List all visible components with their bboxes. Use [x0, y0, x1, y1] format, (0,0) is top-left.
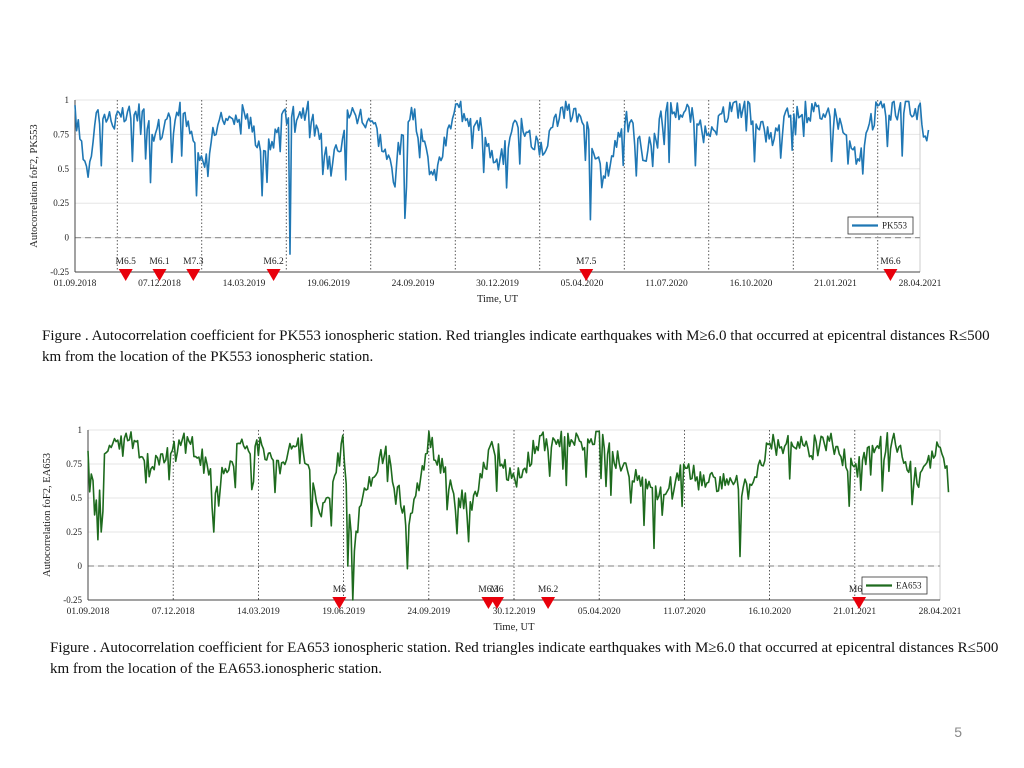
- earthquake-marker: [118, 269, 133, 281]
- earthquake-marker: [883, 269, 898, 281]
- y-tick-label: 0: [78, 561, 83, 571]
- earthquake-marker: [489, 597, 504, 609]
- legend-label: EA653: [896, 581, 922, 591]
- earthquake-label: M6: [490, 585, 503, 595]
- x-tick-label: 21.01.2021: [814, 279, 857, 289]
- x-tick-label: 24.09.2019: [392, 279, 435, 289]
- x-axis-label: Time, UT: [477, 294, 519, 305]
- figure-caption-pk553: Figure . Autocorrelation coefficient for…: [42, 328, 990, 365]
- y-tick-label: 0.25: [66, 527, 82, 537]
- earthquake-label: M6.2: [538, 585, 559, 595]
- y-tick-label: 0.25: [53, 198, 69, 208]
- x-tick-label: 28.04.2021: [899, 279, 942, 289]
- x-axis-label: Time, UT: [493, 622, 535, 633]
- x-tick-label: 21.01.2021: [833, 607, 876, 617]
- legend-label: PK553: [882, 221, 908, 231]
- series-line-ea653: [87, 430, 950, 601]
- y-tick-label: -0.25: [63, 595, 82, 605]
- y-axis-label: Autocorrelation foF2, PK553: [29, 124, 40, 247]
- series-line-pk553: [74, 100, 930, 255]
- legend-box: [861, 576, 928, 595]
- y-tick-label: 0.75: [53, 129, 69, 139]
- earthquake-label: M6.5: [116, 257, 137, 267]
- earthquake-label: M6.3: [478, 585, 499, 595]
- x-tick-label: 07.12.2018: [138, 279, 181, 289]
- x-tick-label: 19.06.2019: [322, 607, 365, 617]
- x-tick-label: 11.07.2020: [645, 279, 688, 289]
- earthquake-label: M7.3: [183, 257, 204, 267]
- x-tick-label: 14.03.2019: [223, 279, 266, 289]
- x-tick-label: 11.07.2020: [663, 607, 706, 617]
- y-tick-label: 1: [78, 425, 83, 435]
- y-tick-label: 0.5: [58, 164, 70, 174]
- x-tick-label: 05.04.2020: [561, 279, 604, 289]
- earthquake-marker: [152, 269, 167, 281]
- earthquake-label: M6.1: [849, 585, 870, 595]
- earthquake-label: M6.6: [880, 257, 901, 267]
- y-axis-label: Autocorrelation foF2, EA653: [42, 453, 53, 577]
- x-tick-label: 30.12.2019: [476, 279, 519, 289]
- y-tick-label: -0.25: [50, 267, 69, 277]
- x-tick-label: 07.12.2018: [152, 607, 195, 617]
- x-tick-label: 16.10.2020: [730, 279, 773, 289]
- earthquake-marker: [579, 269, 594, 281]
- x-tick-label: 01.09.2018: [67, 607, 110, 617]
- x-tick-label: 30.12.2019: [493, 607, 536, 617]
- x-tick-label: 28.04.2021: [919, 607, 962, 617]
- earthquake-marker: [541, 597, 556, 609]
- y-tick-label: 0.5: [71, 493, 83, 503]
- x-tick-label: 16.10.2020: [748, 607, 791, 617]
- figure-caption-ea653: Figure . Autocorrelation coefficient for…: [50, 640, 999, 677]
- pk553-autocorrelation-chart: 1 0.75 0.5 0.25 0 -0.25 01.09.2018 07.12.2018 14…: [29, 95, 942, 305]
- x-tick-label: 19.06.2019: [307, 279, 350, 289]
- earthquake-marker: [332, 597, 347, 609]
- x-tick-label: 01.09.2018: [54, 279, 97, 289]
- ea653-autocorrelation-chart: 1 0.75 0.5 0.25 0 -0.25 01.09.2018 07.12.2018 14…: [42, 425, 962, 633]
- earthquake-label: M6: [333, 585, 346, 595]
- earthquake-label: M6.1: [149, 257, 170, 267]
- legend-box: [847, 216, 914, 235]
- earthquake-marker: [266, 269, 281, 281]
- page-number: 5: [954, 724, 962, 740]
- y-tick-label: 0: [65, 233, 70, 243]
- earthquake-marker: [186, 269, 201, 281]
- earthquake-marker: [852, 597, 867, 609]
- x-tick-label: 24.09.2019: [407, 607, 450, 617]
- earthquake-label: M7.5: [576, 257, 597, 267]
- x-tick-label: 05.04.2020: [578, 607, 621, 617]
- earthquake-label: M6.2: [263, 257, 284, 267]
- y-tick-label: 0.75: [66, 459, 82, 469]
- y-tick-label: 1: [65, 95, 70, 105]
- x-tick-label: 14.03.2019: [237, 607, 280, 617]
